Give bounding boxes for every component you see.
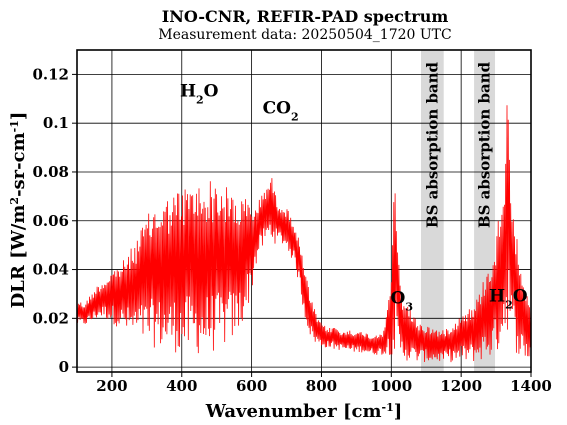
y-tick-label: 0 bbox=[59, 358, 69, 376]
chart-subtitle: Measurement data: 20250504_1720 UTC bbox=[158, 27, 451, 43]
band-label: BS absorption band bbox=[476, 61, 494, 228]
y-tick-label: 0.08 bbox=[32, 163, 69, 181]
y-tick-label: 0.06 bbox=[32, 212, 69, 230]
plot-frame bbox=[76, 49, 532, 373]
x-tick-label: 200 bbox=[96, 377, 127, 395]
x-axis-label: Wavenumber [cm-1] bbox=[205, 401, 403, 423]
x-tick-label: 1400 bbox=[510, 377, 552, 395]
y-axis-label: DLR [W/m2-sr-cm-1] bbox=[8, 112, 30, 309]
molecule-label: H2O bbox=[180, 81, 219, 106]
molecule-label: O3 bbox=[391, 289, 413, 314]
y-tick-label: 0.04 bbox=[32, 261, 69, 279]
y-tick-label: 0.1 bbox=[43, 114, 69, 132]
x-tick-label: 1200 bbox=[440, 377, 482, 395]
x-tick-label: 400 bbox=[166, 377, 197, 395]
y-tick-label: 0.02 bbox=[32, 309, 69, 327]
absorption-band bbox=[420, 50, 444, 372]
spectrum-line bbox=[76, 105, 532, 363]
axis-ticks: 200 400 600 800 1000 1200 1400 0 0.02 0.04 0.06 0.0… bbox=[32, 65, 551, 395]
x-tick-label: 600 bbox=[236, 377, 267, 395]
molecule-annotations: H2O CO2 O3 H2O bbox=[180, 81, 528, 313]
absorption-bands: BS absorption band BS absorption band bbox=[420, 50, 496, 372]
spectrum-series bbox=[76, 105, 532, 363]
x-tick-label: 800 bbox=[306, 377, 337, 395]
molecule-label: H2O bbox=[489, 286, 528, 311]
molecule-label: CO2 bbox=[263, 98, 299, 123]
y-tick-label: 0.12 bbox=[32, 65, 69, 83]
band-label: BS absorption band bbox=[423, 61, 441, 228]
chart-title: INO-CNR, REFIR-PAD spectrum bbox=[162, 7, 449, 26]
x-tick-label: 1000 bbox=[370, 377, 412, 395]
